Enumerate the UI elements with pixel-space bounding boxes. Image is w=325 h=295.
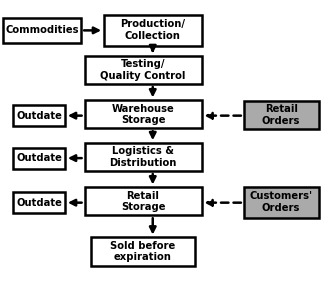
FancyBboxPatch shape [244,101,318,129]
Text: Outdate: Outdate [16,153,62,163]
Text: Sold before
expiration: Sold before expiration [111,241,176,262]
Text: Commodities: Commodities [6,25,79,35]
Text: Logistics &
Distribution: Logistics & Distribution [109,146,177,168]
FancyBboxPatch shape [3,18,81,43]
Text: Retail
Storage: Retail Storage [121,191,165,212]
FancyBboxPatch shape [104,15,202,46]
FancyBboxPatch shape [13,105,65,126]
FancyBboxPatch shape [84,56,202,84]
Text: Testing/
Quality Control: Testing/ Quality Control [100,59,186,81]
FancyBboxPatch shape [13,192,65,213]
FancyBboxPatch shape [84,187,202,215]
Text: Production/
Collection: Production/ Collection [120,19,185,41]
Text: Customers'
Orders: Customers' Orders [250,191,313,213]
Text: Outdate: Outdate [16,198,62,208]
Text: Outdate: Outdate [16,111,62,121]
FancyBboxPatch shape [84,143,202,171]
FancyBboxPatch shape [13,148,65,169]
Text: Warehouse
Storage: Warehouse Storage [111,104,175,125]
Text: Retail
Orders: Retail Orders [262,104,300,126]
FancyBboxPatch shape [91,237,195,266]
FancyBboxPatch shape [84,100,202,128]
FancyBboxPatch shape [244,187,318,218]
